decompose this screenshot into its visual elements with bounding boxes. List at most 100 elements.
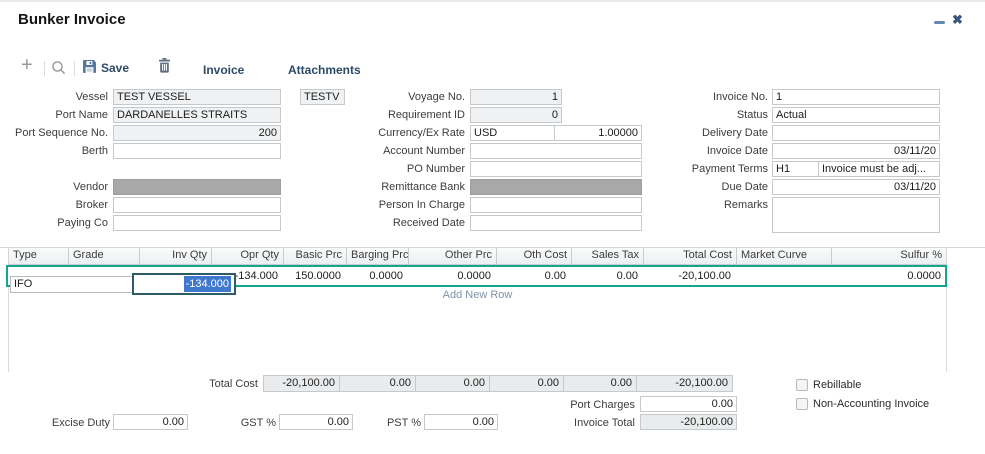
add-new-row-button[interactable]: Add New Row (442, 289, 513, 301)
account-number-field[interactable] (470, 143, 642, 159)
rebillable-label: Rebillable (813, 379, 862, 391)
column-header-market-curve[interactable]: Market Curve (736, 248, 831, 264)
save-icon (83, 60, 96, 76)
search-icon[interactable] (51, 60, 67, 81)
person-in-charge-label: Person In Charge (378, 199, 465, 211)
invoice-date-field[interactable]: 03/11/20 (772, 143, 940, 159)
column-header-other-prc[interactable]: Other Prc (408, 248, 496, 264)
attachments-button[interactable]: Attachments (288, 62, 361, 77)
column-header-sulfur[interactable]: Sulfur % (831, 248, 946, 264)
requirement-id-label: Requirement ID (387, 109, 465, 121)
port-charges-label: Port Charges (570, 399, 635, 411)
vendor-field (113, 179, 281, 195)
status-field[interactable]: Actual (772, 107, 940, 123)
close-icon[interactable]: ✖ (952, 12, 963, 27)
selected-text: -134.000 (183, 276, 231, 292)
invoice-button[interactable]: Invoice (203, 62, 244, 77)
delivery-date-label: Delivery Date (701, 127, 768, 139)
port-charges-field[interactable]: 0.00 (640, 396, 737, 412)
broker-field[interactable] (113, 197, 281, 213)
rebillable-checkbox-row[interactable]: Rebillable (796, 379, 861, 391)
received-date-label: Received Date (392, 217, 465, 229)
cell-other-prc[interactable]: 0.0000 (457, 270, 491, 282)
pst-field[interactable]: 0.00 (424, 414, 498, 430)
column-header-type[interactable]: Type (13, 249, 37, 261)
vessel-code-field: TESTV (300, 89, 345, 105)
attachments-label: Attachments (288, 63, 361, 77)
save-label: Save (101, 61, 130, 75)
page-title: Bunker Invoice (18, 11, 126, 28)
received-date-field[interactable] (470, 215, 642, 231)
gst-field[interactable]: 0.00 (279, 414, 353, 430)
grid-top-divider (0, 247, 985, 248)
remittance-bank-label: Remittance Bank (381, 181, 465, 193)
column-header-oth-cost[interactable]: Oth Cost (496, 248, 571, 264)
payment-terms-desc-field[interactable]: Invoice must be adj... (818, 161, 940, 177)
total-barging-cost: 0.00 (339, 375, 416, 392)
non-accounting-checkbox[interactable] (796, 398, 808, 410)
payment-terms-label: Payment Terms (691, 163, 768, 175)
toolbar-separator (44, 61, 45, 76)
vessel-label: Vessel (75, 91, 108, 103)
non-accounting-label: Non-Accounting Invoice (813, 398, 930, 410)
add-icon[interactable]: + (21, 54, 33, 76)
rebillable-checkbox[interactable] (796, 379, 808, 391)
remittance-bank-field (470, 179, 642, 195)
voyage-no-label: Voyage No. (408, 91, 465, 103)
cell-sulfur[interactable]: 0.0000 (907, 270, 941, 282)
table-row[interactable]: IFO -134.000 -134.000 150.0000 0.0000 0.… (6, 265, 947, 295)
invoice-no-field[interactable]: 1 (772, 89, 940, 105)
excise-duty-field[interactable]: 0.00 (113, 414, 188, 430)
person-in-charge-field[interactable] (470, 197, 642, 213)
inv-qty-editor[interactable]: -134.000 (132, 273, 236, 295)
cell-basic-prc[interactable]: 150.0000 (295, 270, 341, 282)
total-oth-cost: 0.00 (489, 375, 564, 392)
column-header-barging-prc[interactable]: Barging Prc (346, 248, 408, 264)
ex-rate-field[interactable]: 1.00000 (554, 125, 642, 141)
toolbar-separator (74, 61, 75, 76)
currency-field[interactable]: USD (470, 125, 555, 141)
grid-header: Type Grade Inv Qty Opr Qty Basic Prc Bar… (8, 248, 947, 265)
port-sequence-label: Port Sequence No. (15, 127, 108, 139)
currency-ex-rate-label: Currency/Ex Rate (378, 127, 465, 139)
save-button[interactable]: Save (83, 60, 129, 76)
cell-barging-prc[interactable]: 0.0000 (369, 270, 403, 282)
cell-oth-cost[interactable]: 0.00 (544, 270, 566, 282)
minimize-icon[interactable] (934, 21, 945, 24)
due-date-field[interactable]: 03/11/20 (772, 179, 940, 195)
due-date-label: Due Date (721, 181, 768, 193)
column-header-sales-tax[interactable]: Sales Tax (571, 248, 643, 264)
berth-label: Berth (81, 145, 108, 157)
vendor-label: Vendor (73, 181, 108, 193)
column-header-total-cost[interactable]: Total Cost (643, 248, 736, 264)
total-sales-tax: 0.00 (563, 375, 637, 392)
remarks-field[interactable] (772, 197, 940, 233)
delivery-date-field[interactable] (772, 125, 940, 141)
column-header-grade[interactable]: Grade (68, 248, 139, 264)
pst-label: PST % (386, 417, 421, 429)
type-editor[interactable]: IFO (10, 276, 134, 293)
port-sequence-field: 200 (113, 125, 281, 141)
cell-opr-qty[interactable]: -134.000 (234, 270, 278, 282)
payment-terms-code-field[interactable]: H1 (772, 161, 819, 177)
invoice-label: Invoice (203, 63, 245, 77)
column-header-basic-prc[interactable]: Basic Prc (283, 248, 346, 264)
non-accounting-checkbox-row[interactable]: Non-Accounting Invoice (796, 398, 929, 410)
berth-field[interactable] (113, 143, 281, 159)
invoice-total-field: -20,100.00 (640, 414, 737, 430)
column-header-opr-qty[interactable]: Opr Qty (211, 248, 283, 264)
broker-label: Broker (75, 199, 108, 211)
total-other-cost: 0.00 (415, 375, 490, 392)
cell-sales-tax[interactable]: 0.00 (616, 270, 638, 282)
paying-co-field[interactable] (113, 215, 281, 231)
delete-icon[interactable] (158, 58, 171, 78)
excise-duty-label: Excise Duty (51, 417, 110, 429)
total-cost-label: Total Cost (209, 378, 258, 390)
totals-strip: -20,100.00 0.00 0.00 0.00 0.00 -20,100.0… (263, 375, 733, 392)
cell-total-cost[interactable]: -20,100.00 (678, 270, 731, 282)
window-top-border (0, 0, 985, 2)
status-label: Status (736, 109, 768, 121)
po-number-field[interactable] (470, 161, 642, 177)
column-header-inv-qty[interactable]: Inv Qty (139, 248, 211, 264)
